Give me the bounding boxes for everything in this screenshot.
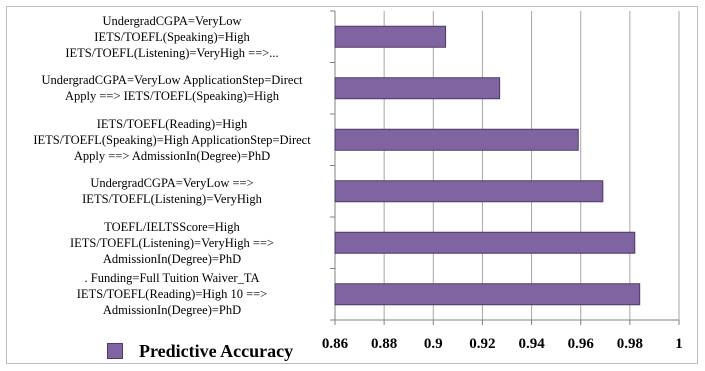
- category-label: UndergradCGPA=VeryLow ==> IETS/TOEFL(Lis…: [82, 176, 262, 207]
- bar: [334, 128, 579, 151]
- legend-label: Predictive Accuracy: [139, 340, 294, 361]
- x-tick-label: 0.86: [322, 336, 349, 352]
- x-tick-label: 0.94: [518, 336, 545, 352]
- bar-chart: 0.86 0.88 0.9 0.92 0.94 0.96 0.98 1: [322, 10, 683, 352]
- category-label: UndergradCGPA=VeryLow IETS/TOEFL(Speakin…: [65, 13, 279, 60]
- x-tick-label: 0.88: [371, 336, 397, 352]
- bar: [334, 180, 604, 203]
- x-tick-label: 0.98: [617, 336, 643, 352]
- x-tick-label: 0.9: [424, 336, 443, 352]
- x-tick-label: 0.96: [568, 336, 595, 352]
- legend-swatch: [107, 343, 123, 359]
- bar: [334, 77, 501, 100]
- chart-frame: UndergradCGPA=VeryLow IETS/TOEFL(Speakin…: [6, 6, 698, 364]
- bar: [334, 25, 447, 48]
- category-label: . Funding=Full Tuition Waiver_TA IETS/TO…: [76, 271, 268, 318]
- category-label: TOEFL/IELTSScore=High IETS/TOEFL(Listeni…: [70, 219, 274, 266]
- category-label: UndergradCGPA=VeryLow ApplicationStep=Di…: [41, 73, 303, 104]
- x-tick-label: 1: [675, 336, 683, 352]
- x-tick-label: 0.92: [469, 336, 495, 352]
- category-label: IETS/TOEFL(Reading)=High IETS/TOEFL(Spea…: [33, 116, 311, 163]
- legend: Predictive Accuracy: [107, 340, 293, 362]
- bar: [334, 231, 636, 254]
- bar: [334, 283, 641, 306]
